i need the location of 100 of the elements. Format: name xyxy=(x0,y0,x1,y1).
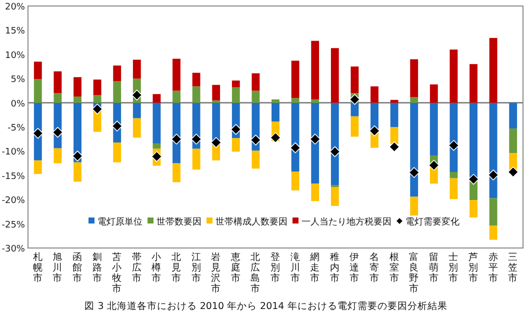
bar xyxy=(34,160,42,174)
bar xyxy=(311,99,320,103)
legend-label: 世帯数要因 xyxy=(156,216,202,228)
bar xyxy=(152,143,161,149)
bar xyxy=(172,90,180,103)
bar xyxy=(509,128,518,154)
bar xyxy=(272,102,280,122)
point xyxy=(32,128,44,139)
y-tick-label: 10% xyxy=(4,50,26,61)
y-tick-label: -5% xyxy=(7,124,26,134)
bar xyxy=(252,90,260,103)
x-tick-label: 名寄市 xyxy=(370,251,380,284)
point xyxy=(408,167,420,178)
bar xyxy=(172,58,180,91)
bar xyxy=(470,64,478,103)
bar xyxy=(132,60,141,79)
y-tick-label: -15% xyxy=(2,172,26,182)
x-tick-label: 旭川市 xyxy=(52,251,63,284)
bar xyxy=(470,181,478,200)
bar xyxy=(410,96,418,103)
x-tick-label: 岩見沢市 xyxy=(211,251,222,294)
legend-label: 電灯需要変化 xyxy=(406,216,460,228)
y-tick-label: 5% xyxy=(10,75,26,86)
x-tick-label: 伊達市 xyxy=(350,252,360,284)
bar xyxy=(212,144,220,160)
point xyxy=(290,142,301,154)
bar xyxy=(252,150,260,169)
bar xyxy=(212,100,220,103)
bar xyxy=(113,142,122,162)
point xyxy=(250,134,262,146)
bar xyxy=(509,102,518,128)
bar xyxy=(509,153,518,170)
bar xyxy=(34,79,42,103)
bar xyxy=(489,38,498,103)
bar xyxy=(291,60,300,98)
bar xyxy=(291,98,300,103)
point xyxy=(468,174,479,185)
y-tick-label: 20% xyxy=(4,2,26,12)
point xyxy=(488,170,499,180)
bar xyxy=(74,77,82,97)
legend-label: 電灯原単位 xyxy=(98,216,142,228)
y-tick-label: -10% xyxy=(2,148,26,158)
x-tick-label: 帯広市 xyxy=(132,251,142,284)
point xyxy=(310,134,320,144)
bar xyxy=(93,80,102,96)
bar xyxy=(390,127,398,144)
bar xyxy=(192,148,200,170)
x-tick-label: 恵庭市 xyxy=(230,251,241,284)
x-tick-label: 赤平市 xyxy=(488,251,498,284)
bar xyxy=(330,187,339,206)
bar xyxy=(370,102,378,130)
bar xyxy=(93,112,102,132)
x-tick-label: 網走市 xyxy=(309,252,320,284)
y-tick-label: 15% xyxy=(4,26,26,37)
x-tick-label: 三笠市 xyxy=(508,252,518,284)
bar xyxy=(291,172,300,190)
bar xyxy=(172,163,180,182)
bar xyxy=(252,73,260,91)
point xyxy=(190,134,202,144)
x-tick-label: 北見市 xyxy=(172,251,182,284)
x-tick-label: 小樽市 xyxy=(152,251,162,284)
x-tick-label: 滝川市 xyxy=(290,251,300,284)
bar xyxy=(390,102,398,127)
y-tick-label: 0% xyxy=(10,99,26,110)
x-tick-label: 札幌市 xyxy=(32,251,43,284)
bar xyxy=(74,96,82,103)
y-tick-label: -30% xyxy=(2,244,26,254)
bar xyxy=(410,196,418,216)
bar xyxy=(489,198,498,226)
bar xyxy=(232,87,240,103)
bar xyxy=(311,102,320,184)
x-tick-label: 富良野市 xyxy=(409,251,420,294)
x-tick-label: 留萌市 xyxy=(428,251,439,284)
bar xyxy=(93,95,102,103)
point xyxy=(428,160,440,171)
point xyxy=(72,150,83,162)
x-tick-label: 登別市 xyxy=(270,251,280,284)
point xyxy=(112,120,122,132)
legend-label: 一人当たり地方税要因 xyxy=(302,216,392,228)
bar xyxy=(311,184,320,202)
bar xyxy=(450,178,458,200)
point xyxy=(330,146,340,158)
bar xyxy=(430,84,438,103)
point xyxy=(171,134,182,144)
x-tick-label: 根室市 xyxy=(389,251,400,284)
bar xyxy=(410,102,418,197)
bar xyxy=(470,200,478,218)
x-tick-label: 江別市 xyxy=(191,251,202,284)
bar xyxy=(489,102,498,198)
point xyxy=(388,141,400,152)
x-tick-label: 芦別市 xyxy=(468,251,478,284)
bar xyxy=(390,100,398,103)
bar xyxy=(54,148,62,164)
bar xyxy=(74,162,82,182)
bar xyxy=(350,102,359,116)
bar xyxy=(192,72,200,86)
x-tick-label: 釧路市 xyxy=(92,251,102,284)
bar xyxy=(330,48,339,103)
x-tick-label: 士別市 xyxy=(448,251,459,284)
bar xyxy=(430,102,438,156)
